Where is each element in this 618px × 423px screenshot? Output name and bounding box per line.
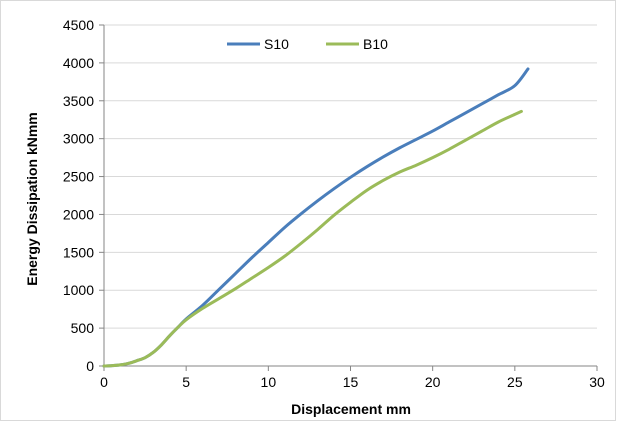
x-tick-labels: 0 5 10 15 20 25 30 xyxy=(100,374,605,390)
y-tick-label: 500 xyxy=(71,320,95,336)
x-tick-label: 25 xyxy=(507,374,523,390)
y-tick-label: 1500 xyxy=(63,244,94,260)
y-tick-label: 3000 xyxy=(63,131,94,147)
legend: S10 B10 xyxy=(227,36,388,52)
x-tick-label: 0 xyxy=(100,374,108,390)
x-axis-title: Displacement mm xyxy=(291,401,411,417)
y-tick-labels: 0 500 1000 1500 2000 2500 3000 3500 4000 4500 xyxy=(63,17,94,374)
legend-label-s10: S10 xyxy=(264,36,289,52)
legend-label-b10: B10 xyxy=(363,36,388,52)
y-tick-label: 2000 xyxy=(63,206,94,222)
x-tick-label: 5 xyxy=(182,374,190,390)
y-tick-label: 2500 xyxy=(63,169,94,185)
series-line-s10 xyxy=(102,67,530,368)
y-tick-label: 4500 xyxy=(63,17,94,33)
series-lines xyxy=(102,67,530,368)
y-tick-label: 0 xyxy=(86,358,94,374)
x-tick-label: 30 xyxy=(589,374,605,390)
y-tick-label: 4000 xyxy=(63,55,94,71)
x-tick-label: 10 xyxy=(261,374,277,390)
y-tick-label: 1000 xyxy=(63,282,94,298)
y-tick-label: 3500 xyxy=(63,93,94,109)
series-line-b10 xyxy=(102,109,523,368)
y-axis-title: Energy Dissipation kNmm xyxy=(24,112,40,286)
x-tick-label: 15 xyxy=(343,374,359,390)
x-tick-label: 20 xyxy=(425,374,441,390)
